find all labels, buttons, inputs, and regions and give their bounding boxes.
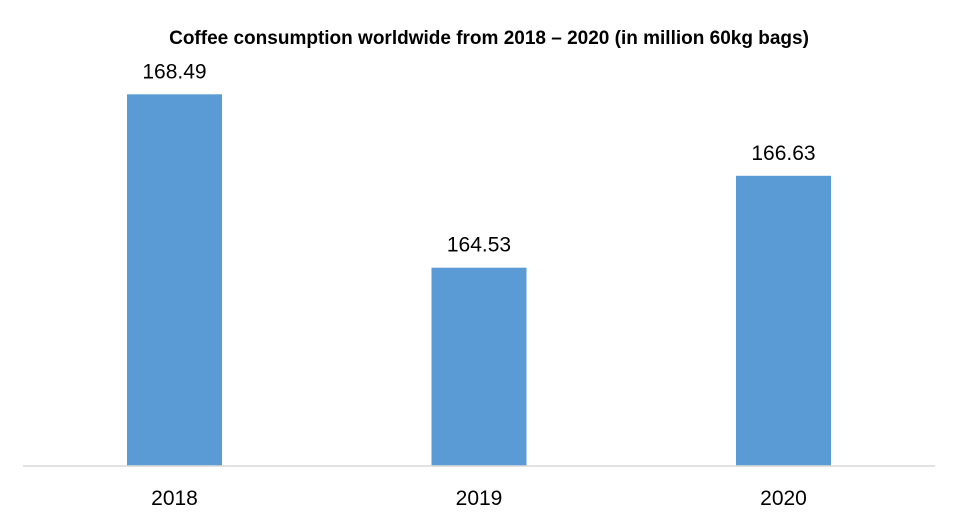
labels-layer: 168.49 2018 164.53 2019 166.63 2020 [142,60,815,510]
x-tick-label-2019: 2019 [456,487,503,510]
chart-title: Coffee consumption worldwide from 2018 –… [169,28,809,49]
bar-2019 [431,267,527,466]
x-tick-label-2020: 2020 [760,487,807,510]
bar-2018 [127,94,222,467]
data-label-2020: 166.63 [751,142,815,165]
data-label-2018: 168.49 [142,60,206,83]
bars-layer [127,94,831,467]
bar-2020 [736,175,831,467]
data-label-2019: 164.53 [447,234,511,257]
x-tick-label-2018: 2018 [151,487,198,510]
